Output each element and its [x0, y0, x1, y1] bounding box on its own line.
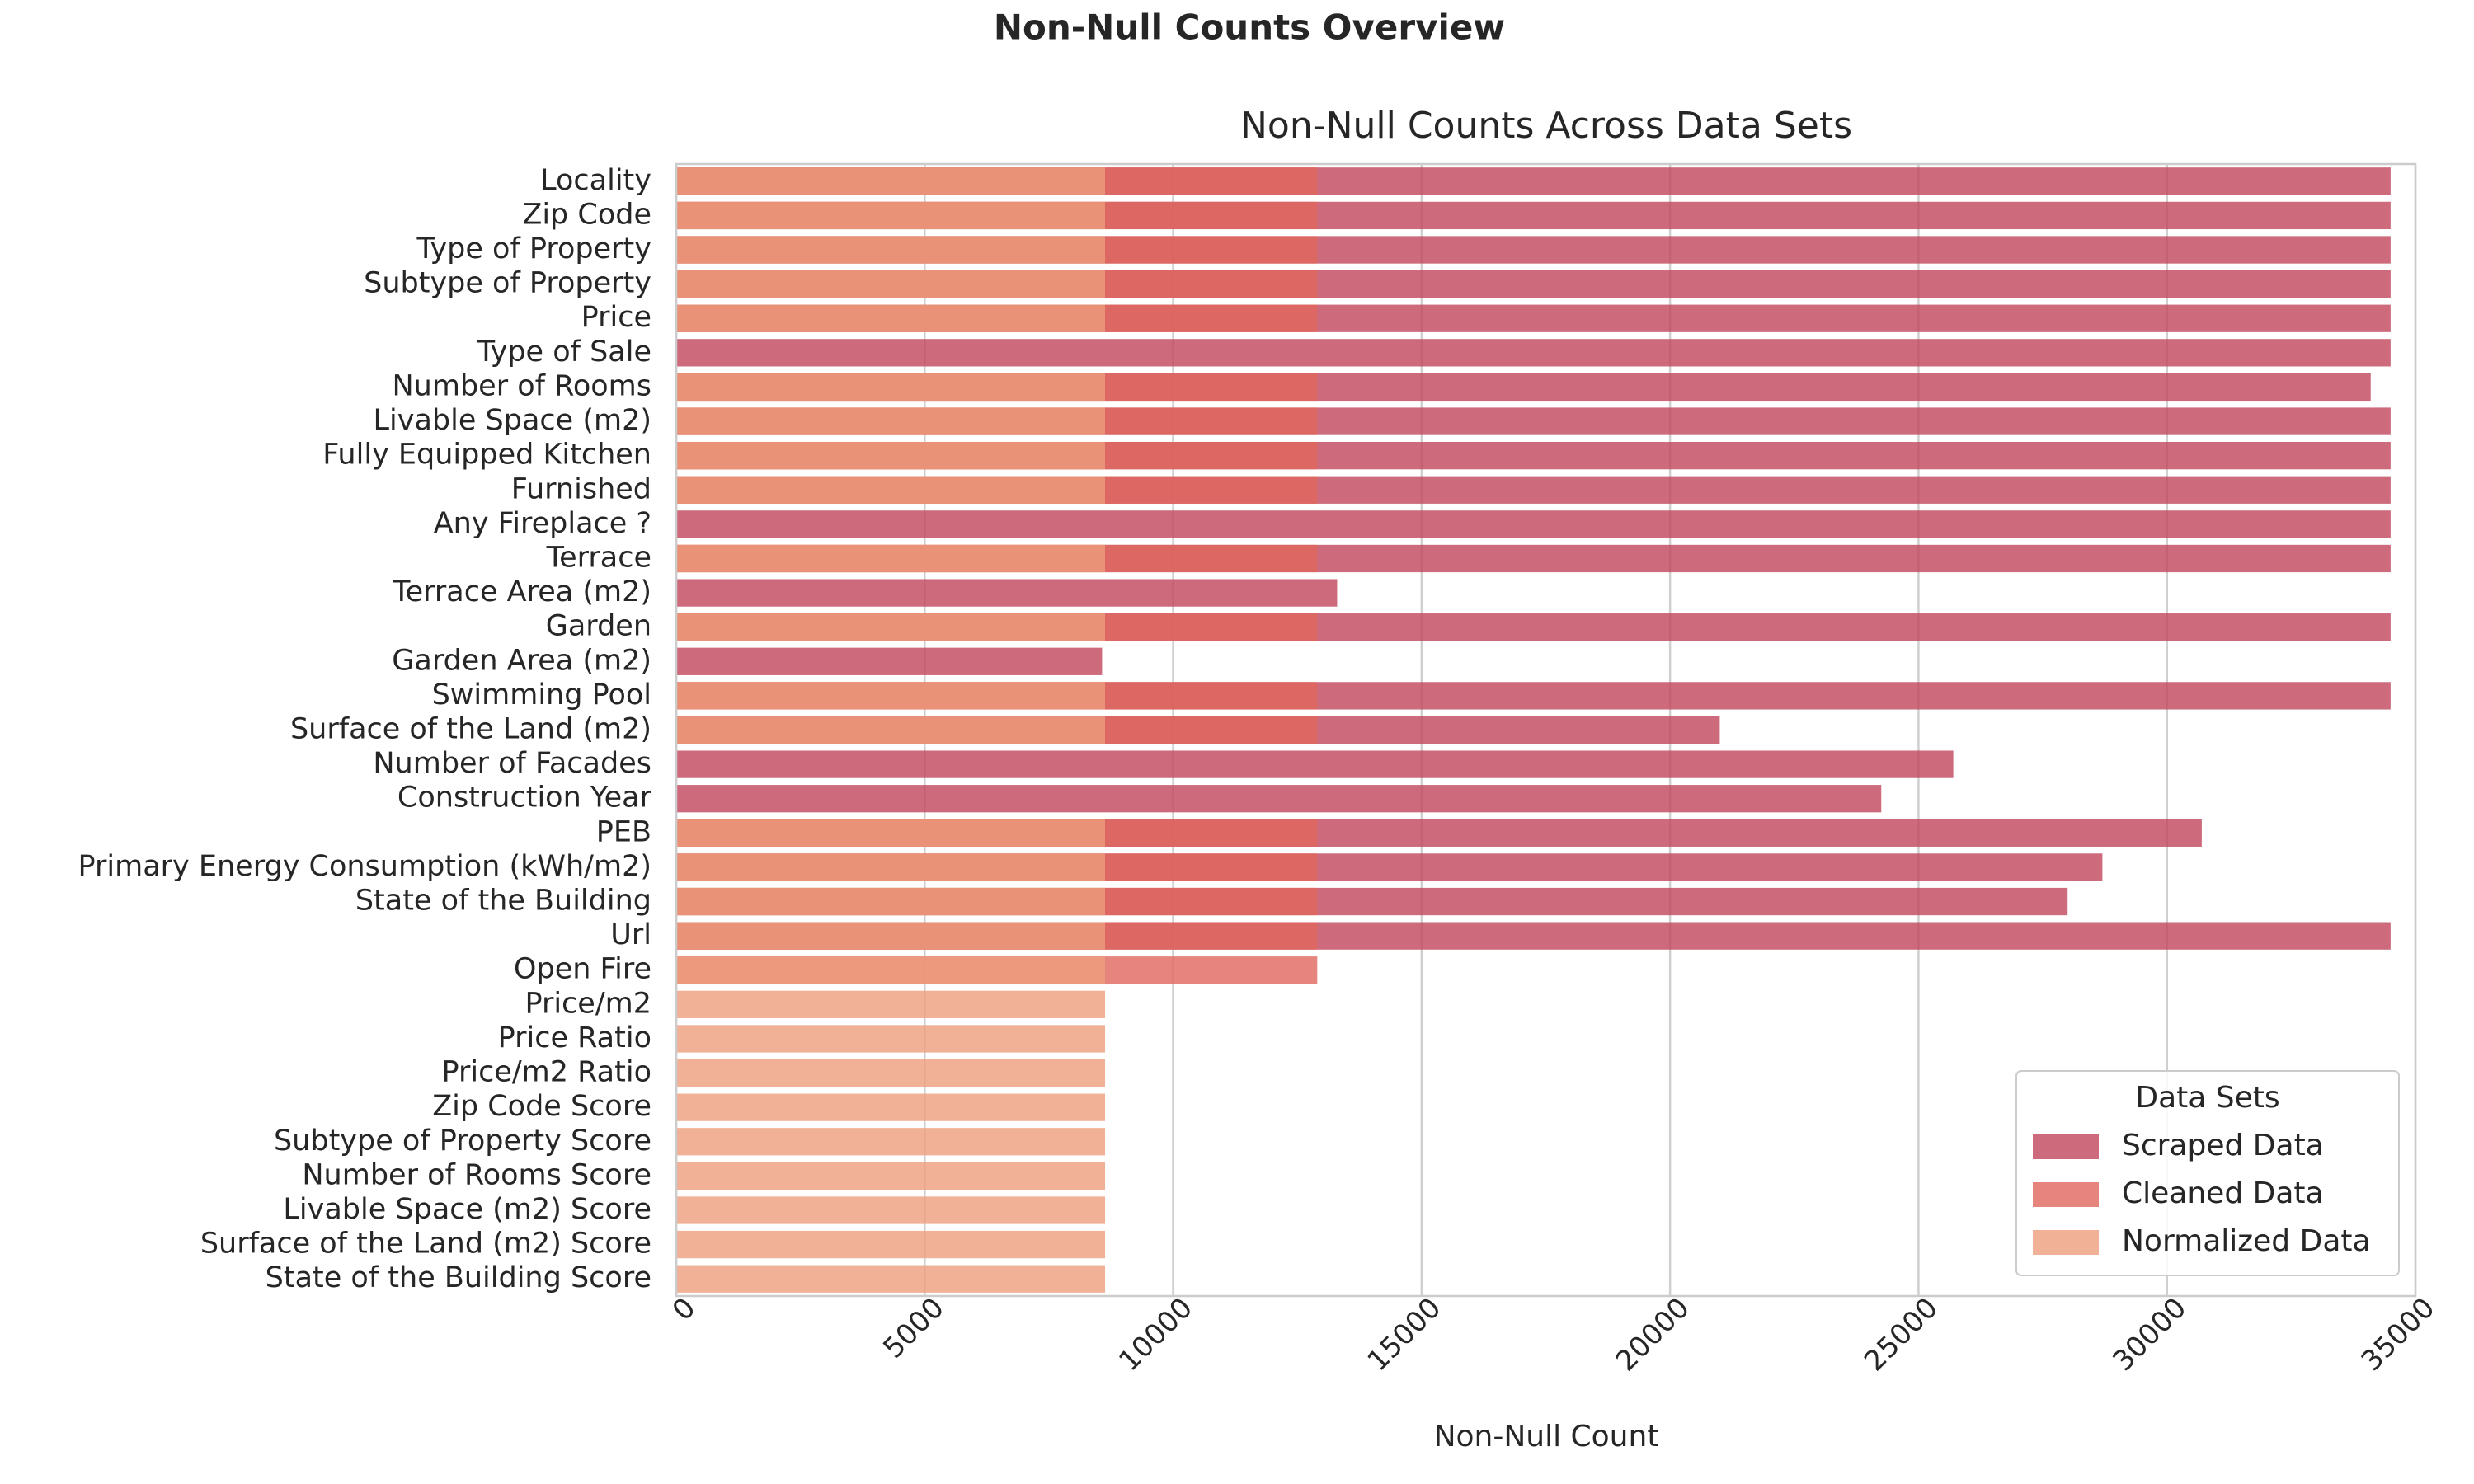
x-tick-label: 35000: [2355, 1291, 2442, 1378]
x-tick-label: 10000: [1112, 1291, 1199, 1378]
bar: [676, 1025, 1106, 1053]
bar: [676, 922, 1106, 950]
y-tick-label: State of the Building: [355, 885, 651, 918]
y-tick-label: Type of Sale: [477, 336, 651, 369]
y-tick-label: Open Fire: [514, 953, 651, 986]
x-axis-label: Non-Null Count: [1434, 1420, 1659, 1453]
y-tick-label: Subtype of Property Score: [274, 1125, 651, 1158]
y-tick-label: Garden: [546, 610, 651, 643]
bar: [676, 201, 1106, 230]
bar: [676, 716, 1106, 744]
y-tick-label: Price Ratio: [498, 1021, 651, 1054]
y-tick-label: Url: [610, 918, 651, 951]
legend-label: Normalized Data: [2122, 1224, 2371, 1258]
legend-label: Scraped Data: [2122, 1129, 2324, 1162]
y-tick-label: Subtype of Property: [364, 267, 651, 300]
x-tick-label: 5000: [877, 1291, 950, 1364]
x-tick-label: 25000: [1858, 1291, 1945, 1378]
legend: Data Sets Scraped Data Cleaned Data Normali…: [2015, 1070, 2400, 1276]
y-tick-label: Livable Space (m2) Score: [283, 1193, 651, 1226]
bar: [676, 682, 1106, 710]
y-tick-label: Zip Code: [522, 198, 651, 231]
y-tick-label: Primary Energy Consumption (kWh/m2): [78, 850, 652, 883]
bar: [676, 544, 1106, 573]
bar: [676, 270, 1106, 298]
bar: [676, 647, 1103, 675]
bar: [676, 990, 1106, 1018]
y-tick-label: Garden Area (m2): [392, 644, 651, 677]
y-tick-label: Type of Property: [416, 232, 651, 265]
y-tick-label: Number of Rooms Score: [302, 1158, 651, 1191]
y-tick-label: Swimming Pool: [432, 679, 651, 711]
y-tick-label: Surface of the Land (m2): [290, 713, 651, 746]
y-tick-label: Number of Facades: [373, 747, 651, 780]
bar: [676, 1265, 1106, 1293]
chart-suptitle: Non-Null Counts Overview: [994, 7, 1505, 48]
bar: [676, 1059, 1106, 1087]
bar: [676, 1162, 1106, 1190]
bar: [676, 819, 1106, 847]
bar: [676, 785, 1882, 813]
y-tick-label: Price: [581, 301, 651, 334]
bar: [676, 1093, 1106, 1121]
bar: [676, 407, 1106, 435]
bar: [676, 750, 1954, 778]
y-tick-label: Fully Equipped Kitchen: [322, 439, 651, 472]
bar: [676, 887, 1106, 916]
bar: [676, 956, 1106, 984]
bar: [676, 167, 1106, 195]
bar: [676, 853, 1106, 881]
plot-frame: [675, 162, 2417, 1298]
y-tick-label: Terrace Area (m2): [392, 575, 651, 608]
y-tick-label: Furnished: [511, 472, 651, 505]
bar: [676, 339, 2391, 367]
bar: [676, 476, 1106, 504]
legend-swatch: [2033, 1134, 2099, 1159]
bar: [676, 373, 1106, 402]
legend-swatch: [2033, 1182, 2099, 1207]
legend-box: [2015, 1070, 2400, 1276]
bar: [676, 579, 1338, 607]
y-tick-label: State of the Building Score: [266, 1261, 651, 1294]
y-tick-label: Price/m2 Ratio: [441, 1056, 651, 1089]
chart-title: Non-Null Counts Across Data Sets: [1240, 105, 1852, 147]
y-tick-label: Zip Code Score: [432, 1090, 651, 1123]
y-tick-label: Construction Year: [397, 782, 652, 815]
y-tick-label: Surface of the Land (m2) Score: [200, 1228, 651, 1261]
bar: [676, 613, 1106, 641]
y-tick-label: PEB: [596, 815, 651, 848]
bar: [676, 1230, 1106, 1259]
x-tick-label: 30000: [2106, 1291, 2193, 1378]
y-tick-label: Terrace: [546, 541, 651, 574]
legend-label: Cleaned Data: [2122, 1176, 2324, 1210]
x-tick-label: 20000: [1610, 1291, 1696, 1378]
bar: [676, 1128, 1106, 1156]
bar: [676, 510, 2391, 538]
bar: [676, 1196, 1106, 1224]
y-tick-label: Price/m2: [524, 987, 651, 1020]
bar: [676, 304, 1106, 332]
y-tick-label: Number of Rooms: [393, 369, 652, 402]
bar: [676, 236, 1106, 264]
legend-swatch: [2033, 1230, 2099, 1255]
legend-title: Data Sets: [2135, 1081, 2279, 1115]
y-tick-label: Any Fireplace ?: [434, 507, 651, 540]
bar: [676, 442, 1106, 470]
y-tick-label: Livable Space (m2): [374, 404, 651, 437]
y-tick-label: Locality: [540, 164, 651, 197]
x-tick-label: 15000: [1362, 1291, 1448, 1378]
